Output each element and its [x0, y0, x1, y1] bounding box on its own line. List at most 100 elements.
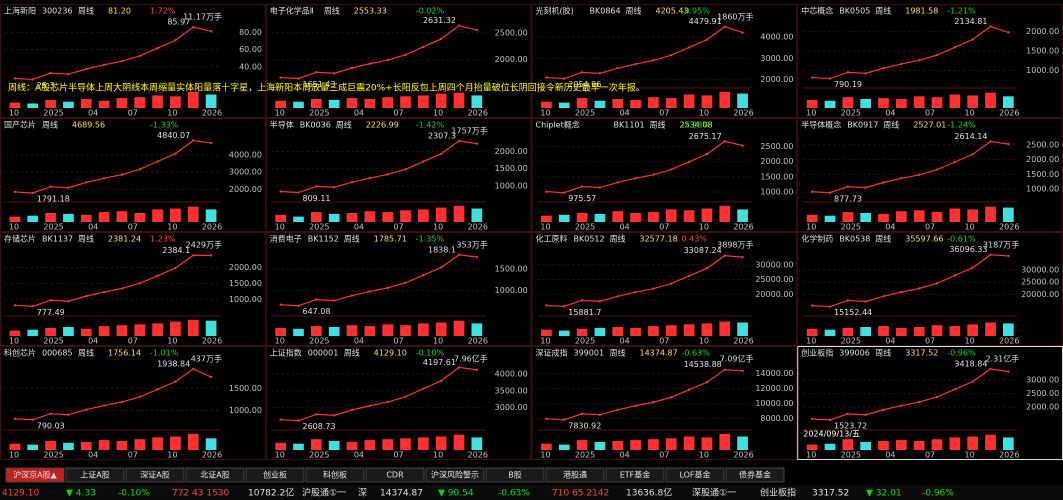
volume-bar: [931, 325, 943, 336]
close-point: [192, 25, 195, 29]
tab[interactable]: [185, 467, 245, 483]
tab-label[interactable]: 创业板: [263, 470, 287, 480]
tab-label[interactable]: 债券基金: [739, 470, 771, 480]
volume-bar: [612, 99, 624, 108]
tab[interactable]: [365, 467, 425, 483]
tab-label[interactable]: 深证A股: [140, 471, 169, 480]
volume-bar: [310, 99, 322, 108]
panel-name: 中芯概念: [801, 6, 833, 16]
tab[interactable]: [125, 467, 185, 483]
volume-bar: [824, 215, 836, 222]
close-point: [598, 186, 602, 189]
tab-label[interactable]: 北证A股: [200, 471, 229, 480]
x-tick-label: 10: [965, 337, 975, 346]
volume-bar: [842, 327, 854, 336]
close-point: [652, 173, 655, 176]
close-point: [670, 54, 673, 57]
close-point: [652, 59, 655, 62]
tab-label[interactable]: CDR: [386, 471, 404, 480]
close-point: [810, 304, 814, 307]
panel-code: BK0505: [839, 7, 870, 16]
volume-bar: [45, 441, 56, 450]
close-point: [297, 304, 300, 307]
panel-name: 电子化学品Ⅱ: [270, 6, 314, 16]
volume-bar: [558, 330, 570, 336]
volume-bar: [630, 440, 641, 450]
volume-bar: [860, 327, 872, 336]
close-point: [156, 388, 159, 391]
close-point: [67, 300, 70, 303]
x-tick-label: 10: [699, 223, 709, 232]
tab-label[interactable]: ETF基金: [620, 470, 651, 480]
close-line: [280, 254, 477, 307]
close-point: [705, 381, 709, 384]
volume-bar: [152, 95, 163, 108]
tab-label[interactable]: LOF基金: [679, 470, 710, 480]
panel-price: 1981.58: [905, 7, 938, 16]
volume-bar: [1002, 96, 1014, 108]
tab-label[interactable]: B股: [508, 471, 522, 480]
tab[interactable]: [665, 467, 725, 483]
close-point: [368, 404, 372, 407]
tab[interactable]: [605, 467, 665, 483]
volume-bar: [719, 205, 731, 222]
y-tick-label: 1500.00: [229, 384, 262, 393]
tab[interactable]: [425, 467, 485, 483]
status-item: 深: [358, 488, 367, 499]
panel-period: 周线: [78, 234, 94, 244]
close-point: [279, 303, 282, 306]
tab[interactable]: [485, 467, 545, 483]
tab-label[interactable]: 港股通: [563, 470, 587, 480]
volume-bar: [648, 97, 659, 108]
panel-period: 周线: [344, 234, 360, 244]
tab[interactable]: [5, 467, 65, 483]
y-tick-label: 1500.00: [1026, 170, 1059, 179]
volume-bar: [364, 99, 376, 108]
close-point: [386, 173, 389, 176]
high-label: 3418.84: [954, 359, 987, 368]
y-tick-label: 1000.00: [495, 181, 528, 190]
y-tick-label: 1000.00: [495, 286, 528, 295]
volume-bar: [9, 102, 21, 108]
volume-bar: [98, 326, 110, 336]
panel-price: 35597.66: [905, 235, 943, 244]
status-item: ▼ 90.54: [438, 489, 474, 499]
tab[interactable]: [725, 467, 785, 483]
volume-bar: [205, 209, 217, 222]
tab[interactable]: [65, 467, 125, 483]
volume-bar: [116, 441, 128, 450]
tab[interactable]: [245, 467, 305, 483]
tab[interactable]: [305, 467, 365, 483]
tab-label[interactable]: 科创板: [323, 470, 347, 480]
close-point: [1007, 254, 1010, 258]
status-item: -0.10%: [118, 489, 150, 499]
x-tick-label: 2026: [468, 451, 488, 460]
tab-label[interactable]: 沪深风险警示: [431, 470, 479, 480]
close-point: [386, 286, 389, 290]
volume-bar: [594, 213, 606, 222]
high-label: 4840.07: [157, 131, 190, 140]
tab-label[interactable]: 沪深京A股▲: [13, 470, 57, 480]
close-point: [634, 177, 637, 180]
panel-name: 科创芯片: [4, 348, 36, 358]
panel-period: 周线: [344, 348, 360, 358]
panel-price: 4689.56: [72, 121, 105, 130]
y-tick-label: 2000.00: [1026, 403, 1059, 412]
panel-change: -1.01%: [150, 349, 179, 358]
x-tick-label: 04: [620, 337, 630, 346]
panel-name: 国产芯片: [4, 120, 36, 130]
panel-name: 化工原料: [536, 234, 568, 244]
x-tick-label: 10: [275, 223, 285, 232]
close-point: [350, 408, 354, 412]
y-tick-label: 2000.00: [495, 147, 528, 156]
close-point: [315, 413, 318, 416]
volume-label: 11.17万手: [183, 12, 222, 22]
volume-bar: [453, 92, 465, 108]
volume-label: 2.31亿手: [985, 354, 1019, 364]
close-point: [49, 299, 52, 302]
tab-label[interactable]: 上证A股: [80, 471, 109, 480]
x-tick-label: 10: [806, 223, 816, 232]
tab[interactable]: [545, 467, 605, 483]
x-tick-label: 07: [128, 223, 138, 232]
y-tick-label: 2000.00: [229, 263, 262, 272]
